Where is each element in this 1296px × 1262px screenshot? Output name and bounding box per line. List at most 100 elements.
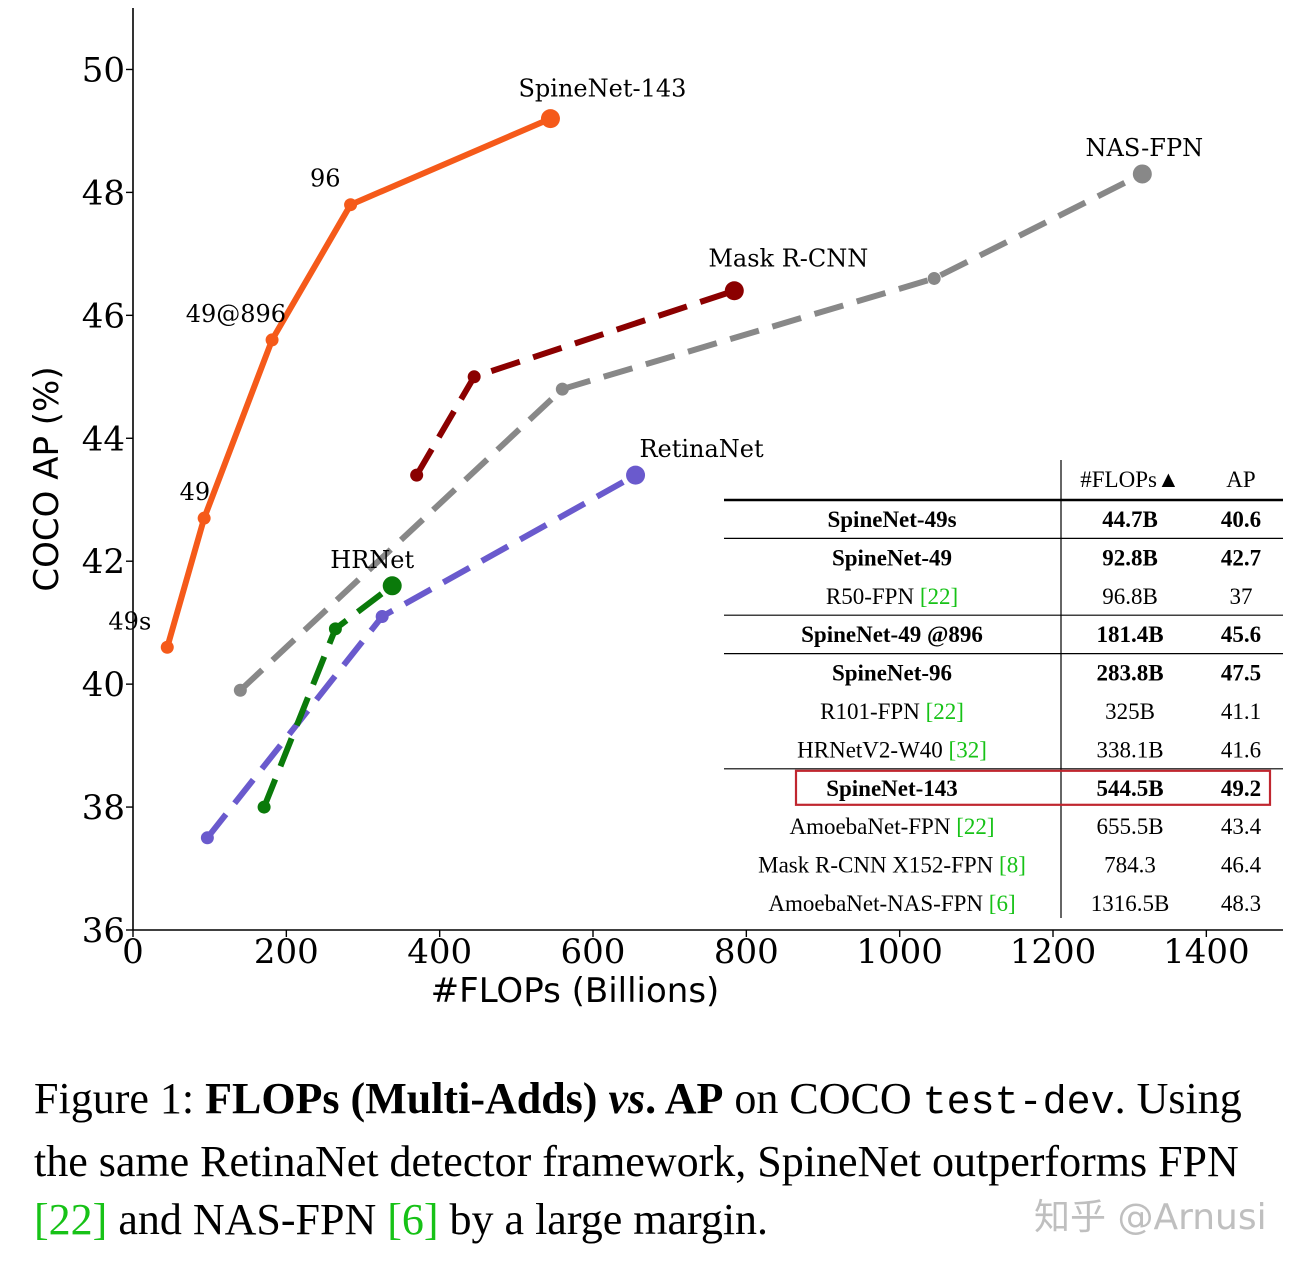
y-tick-label: 46 [82,296,125,336]
table-cell-flops: 92.8B [1102,545,1158,570]
chart-svg: 36 38 40 42 44 46 48 50 0 200 400 600 800 1000 1200 140… [27,8,1283,1011]
data-point-retinanet [375,610,389,624]
x-tick-label: 800 [714,932,779,972]
data-point-nas-fpn [1132,164,1152,184]
table-cell-ap: 43.4 [1221,814,1262,839]
table-model-name: HRNetV2-W40 [797,737,948,762]
table-model-ref[interactable]: [32] [949,737,987,762]
table-cell-flops: 325B [1105,699,1155,724]
table-cell-flops: 96.8B [1102,584,1158,609]
table-cell-model: AmoebaNet-NAS-FPN [6] [768,891,1015,916]
x-tick-label: 1200 [1010,932,1097,972]
x-axis-title: #FLOPs (Billions) [431,971,720,1011]
y-tick-label: 38 [82,788,125,828]
data-point-hrnet [328,622,342,636]
caption-ref-22[interactable]: [22] [34,1195,108,1244]
y-tick-label: 40 [82,665,125,705]
data-point-spinenet [197,511,211,525]
chart-figure: 36 38 40 42 44 46 48 50 0 200 400 600 800 1000 1200 140… [27,8,1283,1011]
table-cell-ap: 46.4 [1221,853,1262,878]
data-point-retinanet [200,831,214,845]
table-background [724,460,1283,920]
table-cell-flops: 181.4B [1096,622,1163,647]
table-model-name: Mask R-CNN X152-FPN [758,853,999,878]
table-model-name: SpineNet-49s [827,507,956,532]
table-cell-model: HRNetV2-W40 [32] [797,737,987,762]
table-model-name: SpineNet-49 @896 [801,622,983,648]
table-cell-ap: 41.1 [1221,699,1261,724]
table-cell-model: SpineNet-49s [827,507,956,532]
table-cell-ap: 40.6 [1221,507,1261,532]
table-model-ref[interactable]: [22] [956,814,994,839]
y-tick-label: 36 [82,911,125,951]
table-cell-model: SpineNet-49 [832,545,952,570]
table-cell-flops: 784.3 [1104,853,1156,878]
table-model-name: AmoebaNet-FPN [789,814,956,839]
x-tick-label: 1000 [856,932,943,972]
table-model-ref[interactable]: [22] [926,699,964,724]
table-model-ref[interactable]: [8] [999,853,1026,878]
data-point-spinenet [344,198,358,212]
table-cell-ap: 45.6 [1221,622,1261,647]
caption-ref-6[interactable]: [6] [387,1195,439,1244]
table-model-name: R50-FPN [826,584,920,609]
table-cell-ap: 41.6 [1221,737,1261,762]
data-point-nas-fpn [233,683,247,697]
data-point-hrnet [382,576,402,596]
x-tick-label: 1400 [1163,932,1250,972]
point-label-spinenet: 49@896 [186,300,286,328]
table-highlight-box [794,769,1272,806]
table-cell-model: SpineNet-143 [826,776,958,801]
table-cell-flops: 1316.5B [1091,891,1170,916]
table-header-ap: AP [1226,467,1255,492]
data-point-spinenet [160,640,174,654]
y-tick-label: 42 [82,542,125,582]
y-axis-title: COCO AP (%) [27,366,67,591]
caption-end: by a large margin. [438,1195,769,1244]
caption-prefix: Figure 1: [34,1074,206,1123]
y-tick-label: 48 [82,173,125,213]
x-tick-label: 0 [122,932,144,972]
series-line-hrnet [261,583,395,809]
table-cell-ap: 37 [1230,584,1253,609]
data-point-spinenet [540,109,560,129]
caption-test-dev: test-dev [922,1081,1115,1126]
table-cell-ap: 47.5 [1221,661,1261,686]
table-model-name: R101-FPN [820,699,925,724]
table-model-name: SpineNet-96 [832,661,952,686]
point-label-spinenet: SpineNet-143 [518,75,686,103]
table-cell-model: R101-FPN [22] [820,699,964,724]
table-model-name: SpineNet-143 [826,776,958,801]
point-label-spinenet: 49 [180,478,211,506]
data-point-mask-r-cnn [410,468,424,482]
table-model-ref[interactable]: [22] [920,584,958,609]
table-model-name: AmoebaNet-NAS-FPN [768,891,988,916]
table-cell-model: SpineNet-49 @896 [801,622,983,648]
x-tick-label: 200 [254,932,319,972]
data-point-hrnet [257,800,271,814]
table-cell-flops: 544.5B [1096,776,1163,801]
y-tick-label: 50 [82,50,125,90]
table-cell-ap: 42.7 [1221,545,1261,570]
table-cell-model: R50-FPN [22] [826,584,958,609]
point-label-spinenet: 49s [108,607,151,635]
series-line-nas-fpn [238,171,1144,693]
caption-ap: . AP [645,1074,724,1123]
point-label-retinanet: RetinaNet [639,435,764,463]
data-point-retinanet [626,465,646,485]
data-point-spinenet [265,333,279,347]
table-cell-model: Mask R-CNN X152-FPN [8] [758,853,1026,878]
figure-caption: Figure 1: FLOPs (Multi-Adds) vs. AP on C… [34,1070,1290,1249]
table-cell-flops: 44.7B [1102,507,1158,532]
point-label-nas-fpn: NAS-FPN [1086,134,1204,162]
watermark: 知乎 @Arnusi [1034,1197,1267,1238]
data-point-nas-fpn [927,271,941,285]
x-tick-label: 400 [407,932,472,972]
point-label-hrnet: HRNet [330,546,414,574]
caption-vs: vs [608,1074,646,1123]
y-tick-label: 44 [82,419,125,459]
table-model-ref[interactable]: [6] [989,891,1016,916]
table-header-flops: #FLOPs▲ [1080,467,1179,492]
table-model-name: SpineNet-49 [832,545,952,570]
point-label-mask-r-cnn: Mask R-CNN [708,245,868,273]
